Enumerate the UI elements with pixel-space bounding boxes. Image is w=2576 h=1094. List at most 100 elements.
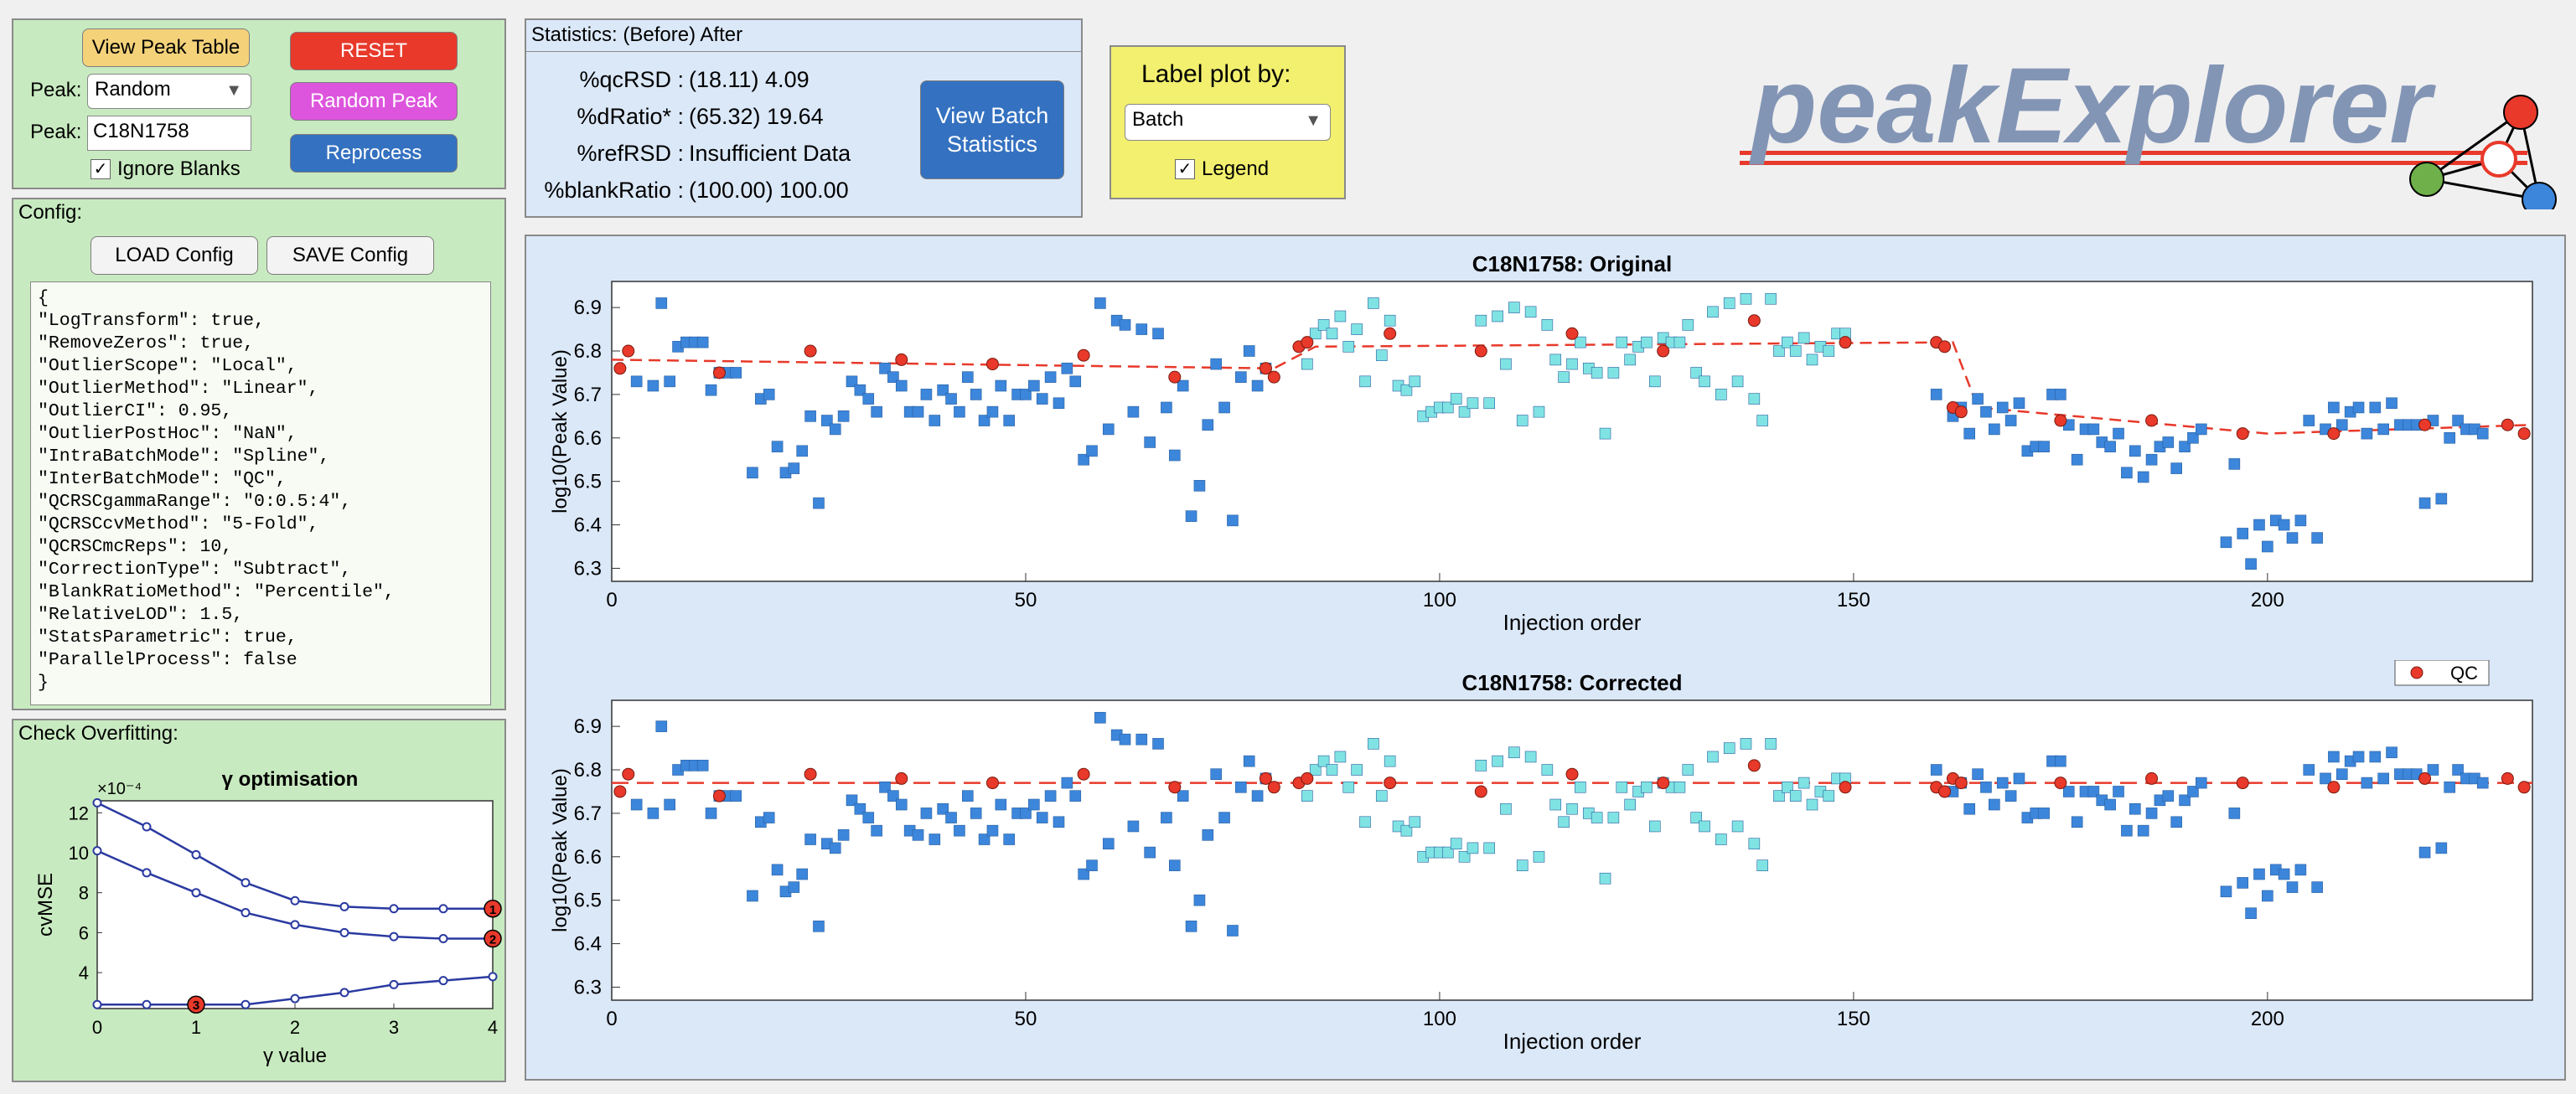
sample-point bbox=[1516, 859, 1529, 871]
qc-point bbox=[2418, 418, 2432, 431]
sample-point bbox=[2262, 890, 2273, 902]
sample-point bbox=[995, 379, 1007, 392]
sample-point bbox=[1765, 292, 1777, 305]
sample-point bbox=[1823, 345, 1835, 357]
sample-point bbox=[1152, 328, 1164, 340]
sample-point bbox=[2237, 877, 2249, 889]
sample-point bbox=[763, 812, 775, 823]
config-line: "OutlierCI": 0.95, bbox=[38, 401, 233, 421]
y-tick-label: 6.8 bbox=[574, 759, 602, 782]
sample-point bbox=[1342, 341, 1355, 353]
x-tick-label: 150 bbox=[1837, 589, 1870, 612]
config-json-editor[interactable]: {"LogTransform": true, "RemoveZeros": tru… bbox=[30, 281, 491, 705]
sample-point bbox=[1723, 297, 1735, 309]
plot-title: C18N1758: Corrected bbox=[1461, 670, 1682, 695]
sample-point bbox=[1119, 733, 1131, 746]
overfitting-panel: Check Overfitting: γ optimisation ×10⁻⁴ … bbox=[12, 719, 506, 1082]
sample-point bbox=[821, 415, 833, 426]
sample-point bbox=[2369, 401, 2382, 414]
sample-point bbox=[2121, 824, 2133, 837]
reset-button[interactable]: RESET bbox=[290, 32, 458, 70]
label-plot-dropdown[interactable]: Batch ▼ bbox=[1125, 104, 1331, 141]
sample-point bbox=[2013, 772, 2025, 785]
stat-label: %qcRSD : bbox=[579, 67, 684, 92]
qc-point bbox=[1267, 781, 1280, 794]
config-line: "RelativeLOD": 1.5, bbox=[38, 605, 244, 625]
peak-mode-dropdown[interactable]: Random ▼ bbox=[87, 74, 251, 109]
sample-point bbox=[2038, 808, 2050, 819]
sample-point bbox=[1466, 397, 1479, 410]
sample-point bbox=[1210, 358, 1222, 370]
sample-point bbox=[1765, 738, 1777, 750]
sample-point bbox=[1492, 310, 1503, 323]
sample-point bbox=[1782, 336, 1793, 348]
view-batch-statistics-button[interactable]: View Batch Statistics bbox=[920, 80, 1064, 179]
x-axis-label: Injection order bbox=[1503, 610, 1642, 635]
reprocess-button[interactable]: Reprocess bbox=[290, 134, 458, 173]
sample-point bbox=[2253, 868, 2265, 880]
qc-point bbox=[985, 358, 999, 371]
sample-point bbox=[1044, 790, 1057, 802]
sample-point bbox=[2137, 824, 2149, 837]
sample-point bbox=[1740, 292, 1752, 305]
sample-point bbox=[1144, 846, 1156, 859]
sample-point bbox=[1624, 798, 1636, 811]
save-config-button[interactable]: SAVE Config bbox=[266, 236, 434, 275]
load-config-button[interactable]: LOAD Config bbox=[91, 236, 258, 275]
sample-point bbox=[1251, 379, 1264, 392]
sample-point bbox=[1301, 358, 1313, 370]
sample-point bbox=[647, 379, 660, 392]
gamma-y-tick-label: 10 bbox=[69, 843, 89, 864]
sample-point bbox=[928, 833, 941, 845]
sample-point bbox=[887, 790, 899, 802]
sample-point bbox=[1210, 768, 1222, 781]
sample-point bbox=[1707, 751, 1719, 763]
sample-point bbox=[895, 379, 908, 392]
qc-point bbox=[2517, 427, 2531, 441]
sample-point bbox=[937, 802, 949, 815]
statistics-panel: Statistics: (Before) After %qcRSD : (18.1… bbox=[525, 18, 1083, 218]
gamma-point bbox=[92, 846, 102, 856]
sample-point bbox=[1450, 393, 1462, 405]
gamma-point bbox=[389, 931, 399, 942]
sample-point bbox=[2013, 397, 2025, 410]
sample-point bbox=[945, 393, 957, 405]
sample-point bbox=[664, 375, 675, 388]
sample-point bbox=[862, 812, 875, 823]
gamma-point bbox=[290, 895, 300, 906]
legend-checkbox[interactable]: ✓ bbox=[1175, 159, 1195, 179]
sample-point bbox=[2418, 846, 2431, 859]
sample-point bbox=[2435, 842, 2448, 854]
config-line: "IntraBatchMode": "Spline", bbox=[38, 446, 330, 467]
sample-point bbox=[1483, 397, 1496, 410]
ignore-blanks-checkbox[interactable]: ✓ bbox=[91, 159, 111, 179]
sample-point bbox=[1558, 816, 1570, 828]
sample-point bbox=[788, 881, 800, 893]
sample-point bbox=[986, 405, 999, 418]
gamma-point bbox=[290, 920, 300, 930]
config-line: "CorrectionType": "Subtract", bbox=[38, 560, 352, 580]
sample-point bbox=[1699, 375, 1710, 388]
peak-label: Peak: bbox=[30, 121, 82, 143]
sample-point bbox=[1161, 812, 1172, 823]
sample-point bbox=[1699, 820, 1710, 833]
random-peak-button[interactable]: Random Peak bbox=[290, 82, 458, 121]
view-peak-table-button[interactable]: View Peak Table bbox=[82, 28, 250, 67]
sample-point bbox=[2129, 802, 2141, 815]
y-tick-label: 6.3 bbox=[574, 976, 602, 999]
ignore-blanks-label: Ignore Blanks bbox=[117, 157, 241, 180]
control-panel: View Peak Table RESET Peak: Random ▼ Ran… bbox=[12, 18, 506, 189]
sample-point bbox=[1673, 781, 1686, 793]
sample-point bbox=[1566, 802, 1578, 815]
sample-point bbox=[771, 864, 784, 876]
sample-point bbox=[2196, 423, 2207, 436]
peak-name-input[interactable]: C18N1758 bbox=[87, 116, 251, 151]
qc-point bbox=[2145, 414, 2159, 427]
sample-point bbox=[1227, 514, 1239, 527]
sample-point bbox=[2187, 431, 2199, 444]
sample-point bbox=[1368, 297, 1379, 309]
sample-point bbox=[1475, 760, 1487, 771]
sample-point bbox=[1020, 808, 1032, 819]
sample-point bbox=[1185, 920, 1197, 932]
sample-point bbox=[2187, 786, 2199, 797]
